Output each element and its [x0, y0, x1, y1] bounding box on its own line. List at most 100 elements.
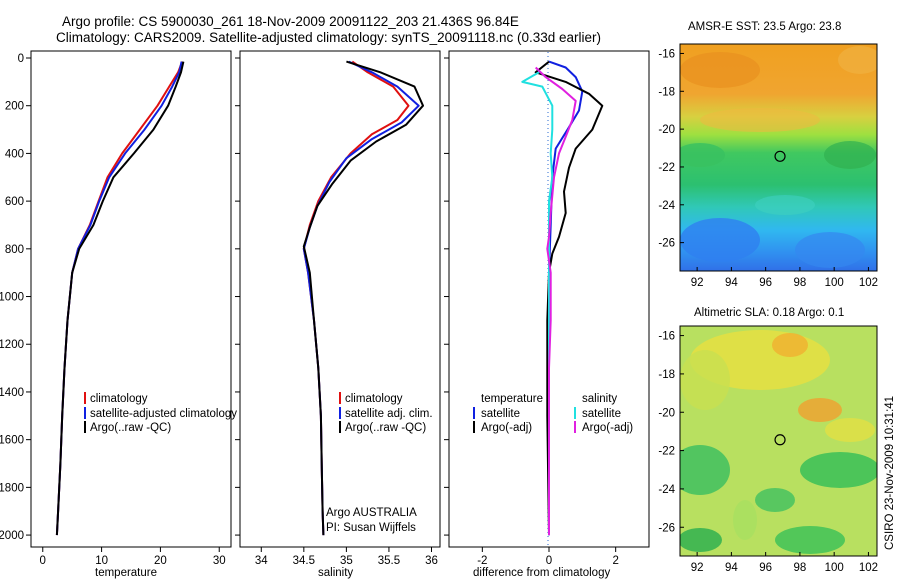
- y-tick-label: 800: [5, 244, 24, 256]
- y-tick-label: 1400: [0, 387, 24, 399]
- x-tick-label: 34.5: [293, 555, 315, 567]
- series-line-temperature-argo-adj: [534, 60, 604, 536]
- difference-legend: temperature satellite Argo(-adj) salinit…: [473, 393, 633, 434]
- map-y-tick-label: -22: [658, 162, 675, 174]
- map-x-tick-label: 98: [794, 277, 807, 289]
- y-tick-label: 400: [5, 148, 24, 160]
- map-x-tick-label: 100: [825, 277, 844, 289]
- map-y-tick-label: -26: [658, 522, 675, 534]
- y-tick-label: 2000: [0, 530, 24, 542]
- sst-field: [680, 44, 877, 271]
- series-line-satellite-adjusted-climatology: [55, 61, 183, 536]
- legend-label-climatology: climatology: [90, 393, 148, 405]
- legend-label-satellite-adjusted: satellite-adjusted climatology: [90, 408, 237, 420]
- difference-ticks: -2 0 2: [444, 57, 619, 567]
- legend-label-sal-argo: Argo(-adj): [582, 422, 633, 434]
- map-y-tick-label: -16: [658, 331, 675, 343]
- series-line-salinity-satellite: [521, 71, 554, 536]
- salinity-ticks: 34 34.5 35 35.5 36: [235, 57, 438, 567]
- temperature-legend: climatology satellite-adjusted climatolo…: [84, 392, 237, 434]
- map-x-tick-label: 92: [691, 562, 704, 574]
- y-tick-label: 1000: [0, 292, 24, 304]
- x-tick-label: 10: [95, 555, 108, 567]
- x-tick-label: 0: [546, 555, 552, 567]
- x-tick-label: 35.5: [378, 555, 400, 567]
- salinity-legend: climatology satellite adj. clim. Argo(..…: [339, 392, 433, 434]
- y-tick-label: 600: [5, 196, 24, 208]
- x-tick-label: 35: [340, 555, 353, 567]
- argo-position-marker: [774, 434, 786, 446]
- sla-field: [680, 326, 877, 556]
- salinity-panel: 34 34.5 35 35.5 36 salinity climatology sate…: [235, 50, 441, 579]
- map-y-tick-label: -24: [658, 200, 675, 212]
- temperature-panel: 0 10 20 30 0 200 400 600 800 1000 1200 1400 1600 1800…: [0, 50, 237, 579]
- sst-map-title: AMSR-E SST: 23.5 Argo: 23.8: [688, 21, 841, 33]
- x-tick-label: 34: [255, 555, 268, 567]
- temperature-axes-frame: [30, 50, 232, 548]
- legend-label-argo: Argo(..raw -QC): [90, 422, 171, 434]
- difference-lines: [521, 60, 604, 536]
- series-line-salinity-argo-adj: [535, 66, 577, 536]
- y-tick-label: 1600: [0, 435, 24, 447]
- legend-label-temp-satellite: satellite: [481, 408, 520, 420]
- legend-group-temperature: temperature: [481, 393, 543, 405]
- map-x-tick-label: 102: [859, 277, 878, 289]
- legend-group-salinity: salinity: [582, 393, 617, 405]
- sla-map-title: Altimetric SLA: 0.18 Argo: 0.1: [694, 307, 844, 319]
- series-line-argo-raw-qc: [55, 61, 185, 536]
- temperature-lines: [55, 61, 185, 536]
- map-y-tick-label: -16: [658, 48, 675, 60]
- map-x-tick-label: 96: [759, 562, 772, 574]
- x-tick-label: 0: [40, 555, 46, 567]
- x-tick-label: 30: [213, 555, 226, 567]
- map-y-tick-label: -22: [658, 446, 675, 458]
- map-y-tick-label: -18: [658, 86, 675, 98]
- legend-label-temp-argo: Argo(-adj): [481, 422, 532, 434]
- legend-label-climatology: climatology: [345, 393, 403, 405]
- map-y-tick-label: -20: [658, 124, 675, 136]
- series-line-argo-raw-qc: [302, 60, 424, 536]
- argo-position-marker: [774, 150, 786, 162]
- y-tick-label: 1800: [0, 482, 24, 494]
- map-y-tick-label: -20: [658, 407, 675, 419]
- x-tick-label: 2: [612, 555, 618, 567]
- map-y-tick-label: -26: [658, 238, 675, 250]
- map-x-tick-label: 96: [759, 277, 772, 289]
- difference-panel: -2 0 2 difference from climatology tempera…: [444, 50, 650, 579]
- map-y-tick-label: -18: [658, 369, 675, 381]
- sla-map-ticks: 92 94 96 98 100 102 -16 -18 -20 -22 -24 -26: [658, 331, 878, 574]
- series-line-temperature-satellite: [548, 60, 584, 536]
- legend-label-argo: Argo(..raw -QC): [345, 422, 426, 434]
- map-x-tick-label: 94: [725, 277, 738, 289]
- sla-map-panel: Altimetric SLA: 0.18 Argo: 0.1 92 94 96 98 1…: [658, 307, 878, 574]
- map-x-tick-label: 102: [859, 562, 878, 574]
- map-x-tick-label: 100: [825, 562, 844, 574]
- series-line-climatology: [55, 61, 184, 536]
- salinity-xlabel: salinity: [318, 567, 353, 579]
- figure-title-line1: Argo profile: CS 5900030_261 18-Nov-2009…: [62, 14, 519, 29]
- map-x-tick-label: 92: [691, 277, 704, 289]
- difference-xlabel: difference from climatology: [473, 567, 610, 579]
- y-tick-label: 0: [18, 53, 24, 65]
- legend-label-satellite-adj: satellite adj. clim.: [345, 408, 433, 420]
- x-tick-label: -2: [477, 555, 487, 567]
- x-tick-label: 36: [425, 555, 438, 567]
- figure-title-line2: Climatology: CARS2009. Satellite-adjuste…: [56, 30, 601, 45]
- temperature-xlabel: temperature: [95, 567, 157, 579]
- salinity-axes-frame: [239, 50, 441, 548]
- temperature-ticks: 0 10 20 30 0 200 400 600 800 1000 1200 1400 1600 1800…: [0, 53, 226, 567]
- y-tick-label: 200: [5, 101, 24, 113]
- y-tick-label: 1200: [0, 339, 24, 351]
- sst-map-panel: AMSR-E SST: 23.5 Argo: 23.8 92 94 96 98 100 1…: [658, 21, 878, 289]
- argo-pi-label: PI: Susan Wijffels: [326, 522, 416, 534]
- legend-label-sal-satellite: satellite: [582, 408, 621, 420]
- sst-map-ticks: 92 94 96 98 100 102 -16 -18 -20 -22 -24 -26: [658, 48, 878, 289]
- x-tick-label: 20: [154, 555, 167, 567]
- map-x-tick-label: 94: [725, 562, 738, 574]
- side-credit-text: CSIRO 23-Nov-2009 10:31:41: [884, 396, 896, 550]
- map-x-tick-label: 98: [794, 562, 807, 574]
- map-y-tick-label: -24: [658, 484, 675, 496]
- argo-program-label: Argo AUSTRALIA: [326, 507, 417, 519]
- salinity-lines: [302, 60, 424, 536]
